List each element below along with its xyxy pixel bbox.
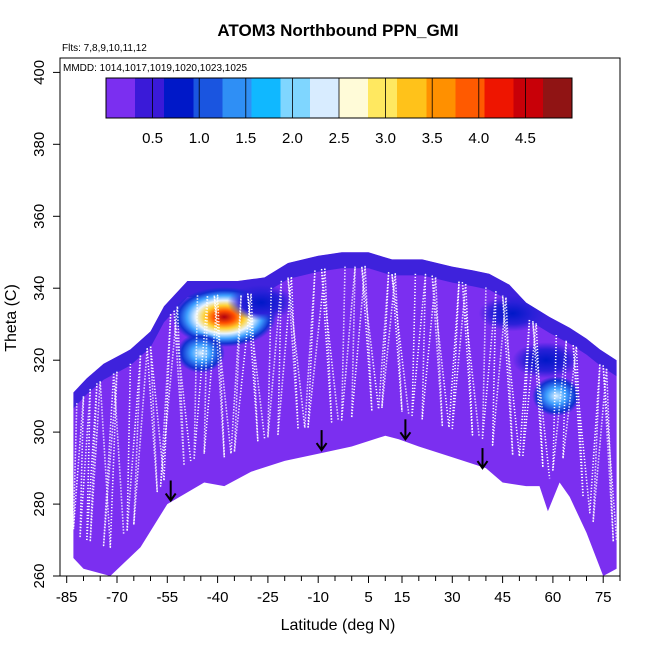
- x-tick-label: 5: [364, 589, 372, 606]
- x-tick-label: -10: [307, 589, 329, 606]
- data-layer: [72, 252, 618, 576]
- colorbar-ticks: 0.5 1.0 1.5 2.0 2.5 3.0 3.5 4.0 4.5: [142, 130, 536, 147]
- track-layer: [72, 265, 618, 548]
- x-tick-label: -70: [106, 589, 128, 606]
- arrow-head: [164, 492, 177, 503]
- x-tick-label: 15: [394, 589, 411, 606]
- colorbar-tick-label: 4.0: [468, 130, 489, 147]
- x-axis: -85 -70 -55 -40 -25 -10 5 15 30 45 60 75: [56, 575, 621, 606]
- hotspot: [176, 333, 225, 373]
- arrow-head: [315, 442, 328, 452]
- flights-note: Flts: 7,8,9,10,11,12: [62, 43, 147, 54]
- colorbar-tick-label: 1.0: [189, 130, 210, 147]
- x-tick-label: 45: [494, 589, 511, 606]
- y-tick-label: 300: [31, 420, 48, 445]
- x-tick-label: 30: [444, 589, 461, 606]
- colorbar-tick-label: 0.5: [142, 130, 163, 147]
- x-axis-label: Latitude (deg N): [281, 617, 396, 634]
- flight-track: [552, 334, 618, 543]
- colorbar-tick-label: 2.5: [329, 130, 350, 147]
- arrow-layer: [164, 419, 489, 503]
- colorbar: 0.5 1.0 1.5 2.0 2.5 3.0 3.5 4.0 4.5: [105, 77, 573, 147]
- y-axis-label: Theta (C): [3, 284, 20, 352]
- chart-title: ATOM3 Northbound PPN_GMI: [217, 21, 458, 40]
- flight-track: [126, 305, 192, 532]
- y-tick-label: 340: [31, 276, 48, 301]
- colorbar-tick-label: 4.5: [515, 130, 536, 147]
- y-tick-label: 360: [31, 204, 48, 229]
- y-tick-label: 380: [31, 132, 48, 157]
- y-axis: 260 280 300 320 340 360 380 400: [31, 60, 61, 589]
- hotspot: [227, 284, 296, 321]
- flight-track: [193, 292, 266, 461]
- x-tick-label: -40: [207, 589, 229, 606]
- x-tick-label: 60: [545, 589, 562, 606]
- colorbar-tick-label: 3.5: [422, 130, 443, 147]
- colorbar-tick-label: 3.0: [375, 130, 396, 147]
- hotspot: [532, 376, 581, 417]
- x-tick-label: -55: [156, 589, 178, 606]
- dates-note: MMDD: 1014,1017,1019,1020,1023,1025: [63, 63, 247, 74]
- hotspot: [512, 342, 581, 379]
- y-tick-label: 320: [31, 348, 48, 373]
- arrow-head: [476, 460, 489, 470]
- flight-track: [340, 265, 410, 421]
- x-tick-label: 75: [595, 589, 612, 606]
- flight-track: [411, 273, 480, 438]
- y-tick-label: 260: [31, 563, 48, 588]
- x-tick-label: -85: [56, 589, 78, 606]
- x-tick-label: -25: [257, 589, 279, 606]
- y-tick-label: 400: [31, 60, 48, 85]
- data-region: [73, 252, 617, 576]
- arrow-head: [399, 431, 412, 442]
- y-tick-label: 280: [31, 492, 48, 517]
- flight-track: [72, 370, 125, 548]
- colorbar-tick-label: 1.5: [235, 130, 256, 147]
- colorbar-tick-label: 2.0: [282, 130, 303, 147]
- colorbar-dividers: [152, 78, 526, 118]
